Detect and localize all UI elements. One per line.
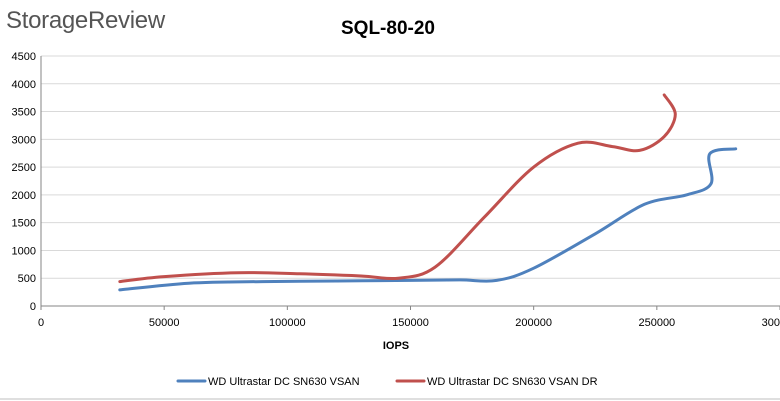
x-tick-label: 0 <box>38 317 44 329</box>
legend-label-1: WD Ultrastar DC SN630 VSAN <box>208 376 360 388</box>
x-tick-label: 50000 <box>149 317 180 329</box>
y-tick-label: 4000 <box>12 79 36 91</box>
brand-logo: StorageReview <box>6 7 166 34</box>
legend: WD Ultrastar DC SN630 VSAN WD Ultrastar D… <box>176 376 598 388</box>
y-tick-label: 500 <box>18 273 36 285</box>
x-axis-label: IOPS <box>383 340 409 352</box>
x-tick-label: 250000 <box>638 317 675 329</box>
x-tick-label: 100000 <box>269 317 306 329</box>
y-tick-label: 4500 <box>12 51 36 63</box>
y-tick-label: 3500 <box>12 107 36 119</box>
series-line-1 <box>118 147 738 292</box>
y-tick-label: 3000 <box>12 134 36 146</box>
legend-label-2: WD Ultrastar DC SN630 VSAN DR <box>427 376 598 388</box>
y-tick-label: 0 <box>30 301 36 313</box>
y-tick-labels: 0 500 1000 1500 2000 2500 3000 3500 4000 4500 <box>12 51 36 313</box>
x-tick-labels: 0 50000 100000 150000 200000 250000 300000 <box>38 306 780 329</box>
x-tick-label: 150000 <box>392 317 429 329</box>
x-tick-label: 300000 <box>762 317 780 329</box>
y-tick-label: 1500 <box>12 218 36 230</box>
y-tick-label: 2500 <box>12 162 36 174</box>
plot-series <box>118 93 738 292</box>
y-tick-label: 1000 <box>12 245 36 257</box>
gridlines <box>41 55 780 279</box>
y-tick-label: 2000 <box>12 190 36 202</box>
series-line-2 <box>118 93 677 284</box>
chart-title: SQL-80-20 <box>341 18 435 39</box>
x-tick-label: 200000 <box>515 317 552 329</box>
